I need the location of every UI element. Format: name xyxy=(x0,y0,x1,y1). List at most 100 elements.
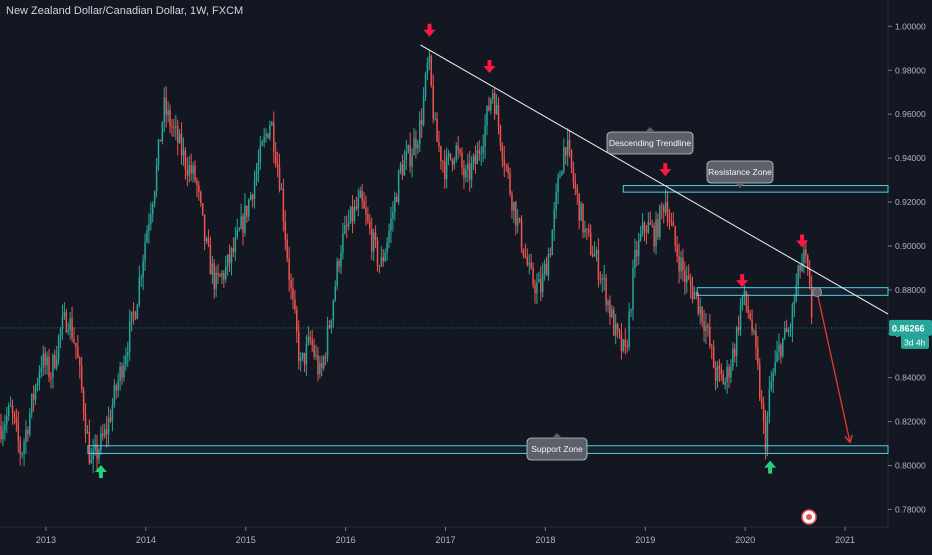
candle-body xyxy=(486,105,488,126)
candle-body xyxy=(342,233,344,253)
candle-body xyxy=(540,278,542,293)
candle-body xyxy=(545,264,548,276)
candle-body xyxy=(472,155,475,164)
candle-body xyxy=(228,254,231,264)
candle-body xyxy=(599,279,602,281)
candle-body xyxy=(488,105,490,111)
candle-body xyxy=(745,291,748,307)
candle-body xyxy=(614,323,617,336)
candle-body xyxy=(121,366,123,378)
candle-body xyxy=(246,205,248,217)
candle-body xyxy=(778,344,780,352)
candle-body xyxy=(317,355,319,375)
candle-body xyxy=(336,261,338,287)
candle-body xyxy=(686,275,688,283)
candle-body xyxy=(200,191,202,204)
candle-body xyxy=(693,292,696,300)
support-zone-label[interactable]: Support Zone xyxy=(526,433,588,461)
candle-body xyxy=(115,385,118,391)
candle-body xyxy=(676,245,678,257)
candle-body xyxy=(541,273,544,293)
candle-body xyxy=(21,453,23,455)
candle-body xyxy=(261,141,263,146)
candle-body xyxy=(457,145,459,151)
candle-body xyxy=(370,228,373,252)
descending-trendline-label[interactable]: Descending Trendline xyxy=(606,127,694,155)
candle-body xyxy=(23,442,25,454)
candle-body xyxy=(436,118,438,142)
candle-body xyxy=(636,249,638,257)
candle-body xyxy=(207,238,210,245)
candle-body xyxy=(699,306,701,314)
candle-body xyxy=(797,265,799,285)
candle-body xyxy=(751,319,753,332)
candle-body xyxy=(755,331,757,348)
descending-trendline xyxy=(420,44,889,315)
candle-body xyxy=(780,344,782,357)
candle-body xyxy=(661,205,663,207)
candle-body xyxy=(718,365,721,370)
candle-body xyxy=(420,120,423,125)
candle-body xyxy=(707,325,709,328)
candle-body xyxy=(528,262,531,265)
candle-body xyxy=(29,413,31,435)
projection-anchor-handle[interactable] xyxy=(812,287,823,298)
candle-body xyxy=(747,306,749,313)
candle-body xyxy=(732,348,734,367)
candle-body xyxy=(726,367,728,383)
candle-body xyxy=(445,156,448,180)
candle-body xyxy=(664,201,667,213)
candle-body xyxy=(315,355,317,357)
candle-body xyxy=(478,150,481,154)
candle-body xyxy=(351,206,354,222)
candle-body xyxy=(365,208,367,215)
candle-body xyxy=(299,358,302,361)
candle-body xyxy=(668,220,671,222)
candle-body xyxy=(61,316,64,329)
y-tick-label: 0.78000 xyxy=(895,504,926,514)
candle-body xyxy=(25,429,27,443)
candle-body xyxy=(499,126,502,146)
candle-body xyxy=(182,150,185,156)
candle-body xyxy=(566,139,569,156)
candle-body xyxy=(399,164,402,171)
candle-body xyxy=(309,336,312,340)
candle-body xyxy=(347,222,350,227)
candle-body xyxy=(269,125,271,138)
candle-body xyxy=(105,429,108,435)
candle-body xyxy=(432,85,434,120)
candle-body xyxy=(50,377,52,379)
candle-body xyxy=(501,145,504,159)
candle-body xyxy=(292,288,294,300)
candle-body xyxy=(511,193,513,211)
red-down-arrow-icon xyxy=(659,163,672,177)
candle-body xyxy=(753,331,755,333)
candle-body xyxy=(737,327,740,331)
candle-body xyxy=(791,304,794,331)
candle-body xyxy=(359,190,361,198)
candle-body xyxy=(810,286,813,318)
candle-body xyxy=(607,300,609,306)
candle-body xyxy=(526,256,529,265)
candle-body xyxy=(219,274,221,277)
candle-body xyxy=(226,254,229,267)
candle-body xyxy=(597,249,600,280)
candle-body xyxy=(77,347,79,359)
candle-body xyxy=(196,180,198,186)
candle-body xyxy=(150,214,152,224)
x-tick-label: 2015 xyxy=(236,535,256,545)
candle-body xyxy=(249,194,252,200)
candle-body xyxy=(805,249,807,256)
candle-body xyxy=(578,193,580,221)
candle-body xyxy=(88,431,91,464)
candle-body xyxy=(714,367,717,381)
candle-body xyxy=(424,73,427,97)
candle-body xyxy=(630,309,632,312)
resistance-zone-label[interactable]: Resistance Zone xyxy=(706,160,774,188)
candle-body xyxy=(324,356,327,358)
candle-body xyxy=(146,230,148,243)
candle-body xyxy=(380,257,383,266)
candle-body xyxy=(641,222,644,234)
